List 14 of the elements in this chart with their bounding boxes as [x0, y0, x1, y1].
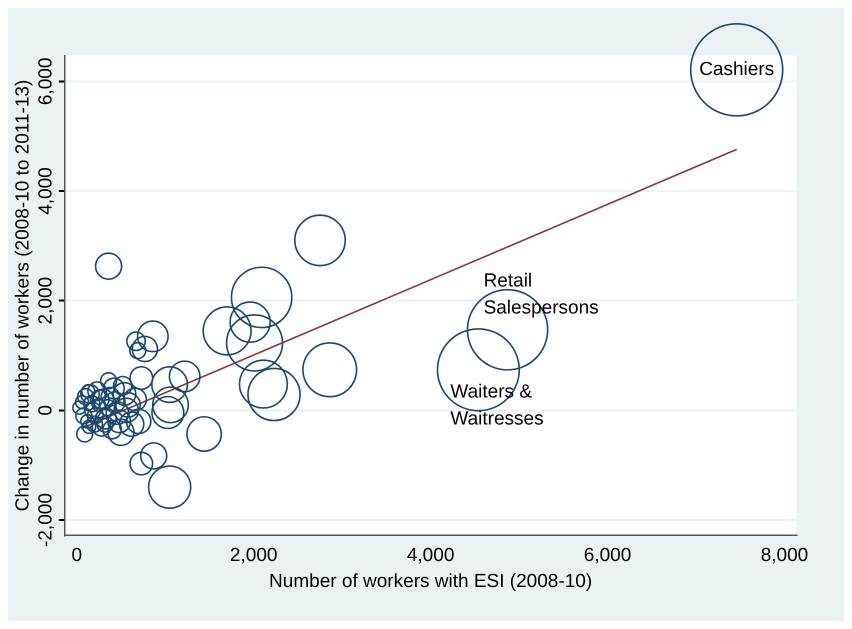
y-tick-label: 2,000 [36, 276, 57, 324]
x-tick-label: 0 [71, 545, 82, 566]
y-tick-label: -2,000 [36, 493, 57, 547]
x-tick-label: 4,000 [406, 545, 454, 566]
y-tick-label: 6,000 [36, 58, 57, 106]
annotation: Waiters & Waitresses [450, 382, 544, 430]
x-tick-label: 8,000 [760, 545, 808, 566]
x-axis-title: Number of workers with ESI (2008-10) [269, 570, 592, 592]
annotation: Cashiers [699, 59, 774, 80]
y-tick-label: 0 [36, 405, 57, 416]
x-tick-label: 2,000 [230, 545, 278, 566]
y-tick-label: 4,000 [36, 167, 57, 215]
y-axis-title: Change in number of workers (2008-10 to 2011-13) [12, 80, 34, 512]
x-tick-label: 6,000 [584, 545, 632, 566]
